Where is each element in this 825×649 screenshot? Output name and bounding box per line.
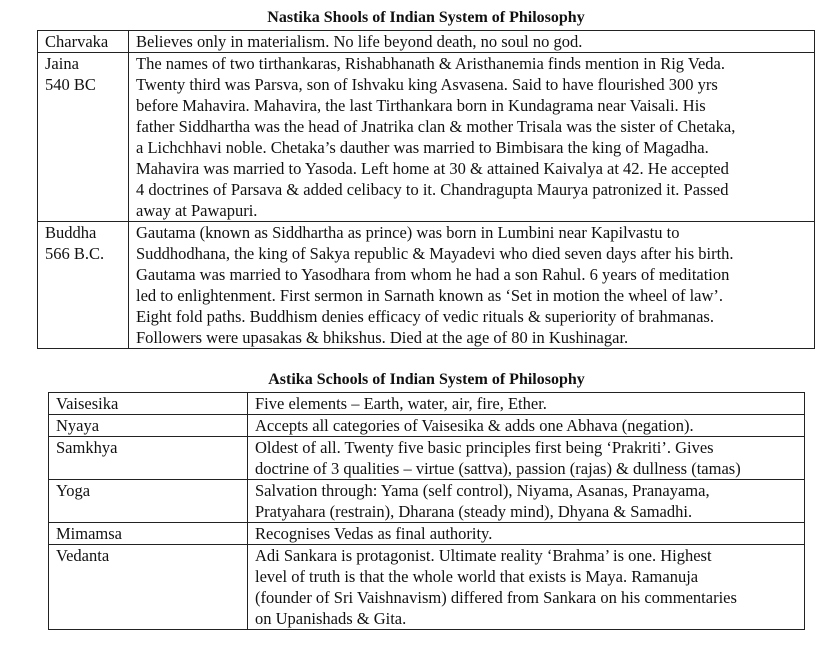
table-row: Jaina 540 BC The names of two tirthankaras… xyxy=(37,52,815,222)
description-line: Recognises Vedas as final authority. xyxy=(255,524,493,543)
school-name-line: Mimamsa xyxy=(56,524,122,543)
school-name-line: Yoga xyxy=(56,481,91,500)
school-name-cell: Nyaya xyxy=(48,414,248,437)
description-line: led to enlightenment. First sermon in Sa… xyxy=(136,286,724,305)
description-line: a Lichchhavi noble. Chetaka’s dauther wa… xyxy=(136,138,709,157)
description-line: Believes only in materialism. No life be… xyxy=(136,32,583,51)
description-cell: Five elements – Earth, water, air, fire,… xyxy=(247,392,805,415)
school-name-line: Jaina xyxy=(45,54,79,73)
description-line: Accepts all categories of Vaisesika & ad… xyxy=(255,416,694,435)
description-line: before Mahavira. Mahavira, the last Tirt… xyxy=(136,96,706,115)
description-cell: Salvation through: Yama (self control), … xyxy=(247,479,805,523)
description-cell: Oldest of all. Twenty five basic princip… xyxy=(247,436,805,480)
description-line: Adi Sankara is protagonist. Ultimate rea… xyxy=(255,546,712,565)
description-line: Mahavira was married to Yasoda. Left hom… xyxy=(136,159,729,178)
school-name-cell: Samkhya xyxy=(48,436,248,480)
table-row: Vedanta Adi Sankara is protagonist. Ultim… xyxy=(48,544,805,630)
school-name-line: Nyaya xyxy=(56,416,100,435)
description-line: doctrine of 3 qualities – virtue (sattva… xyxy=(255,459,741,478)
description-line: Salvation through: Yama (self control), … xyxy=(255,481,710,500)
school-name-cell: Charvaka xyxy=(37,30,129,53)
description-cell: Adi Sankara is protagonist. Ultimate rea… xyxy=(247,544,805,630)
description-cell: The names of two tirthankaras, Rishabhan… xyxy=(128,52,815,222)
description-line: on Upanishads & Gita. xyxy=(255,609,407,628)
school-name-cell: Mimamsa xyxy=(48,522,248,545)
description-line: away at Pawapuri. xyxy=(136,201,258,220)
description-cell: Gautama (known as Siddhartha as prince) … xyxy=(128,221,815,349)
table-row: Yoga Salvation through: Yama (self contro… xyxy=(48,479,805,523)
description-line: father Siddhartha was the head of Jnatri… xyxy=(136,117,736,136)
nastika-table: Charvaka Believes only in materialism. No… xyxy=(37,30,815,349)
school-name-cell: Yoga xyxy=(48,479,248,523)
description-line: Eight fold paths. Buddhism denies effica… xyxy=(136,307,714,326)
school-name-line: 540 BC xyxy=(45,75,96,94)
table-row: Buddha 566 B.C. Gautama (known as Siddhart… xyxy=(37,221,815,349)
description-line: (founder of Sri Vaishnavism) differed fr… xyxy=(255,588,737,607)
school-name-cell: Vaisesika xyxy=(48,392,248,415)
description-line: 4 doctrines of Parsava & added celibacy … xyxy=(136,180,729,199)
school-name-cell: Vedanta xyxy=(48,544,248,630)
description-line: Suddhodhana, the king of Sakya republic … xyxy=(136,244,734,263)
school-name-line: 566 B.C. xyxy=(45,244,105,263)
description-line: level of truth is that the whole world t… xyxy=(255,567,699,586)
description-cell: Accepts all categories of Vaisesika & ad… xyxy=(247,414,805,437)
school-name-cell: Jaina 540 BC xyxy=(37,52,129,222)
astika-title: Astika Schools of Indian System of Philo… xyxy=(268,371,585,388)
description-line: The names of two tirthankaras, Rishabhan… xyxy=(136,54,725,73)
description-line: Pratyahara (restrain), Dharana (steady m… xyxy=(255,502,693,521)
nastika-title: Nastika Shools of Indian System of Philo… xyxy=(267,9,585,26)
description-line: Five elements – Earth, water, air, fire,… xyxy=(255,394,547,413)
table-row: Charvaka Believes only in materialism. No… xyxy=(37,30,815,53)
school-name-line: Samkhya xyxy=(56,438,118,457)
description-cell: Recognises Vedas as final authority. xyxy=(247,522,805,545)
table-row: Samkhya Oldest of all. Twenty five basic … xyxy=(48,436,805,480)
description-line: Followers were upasakas & bhikshus. Died… xyxy=(136,328,629,347)
description-line: Twenty third was Parsva, son of Ishvaku … xyxy=(136,75,718,94)
description-line: Oldest of all. Twenty five basic princip… xyxy=(255,438,714,457)
astika-table: Vaisesika Five elements – Earth, water, a… xyxy=(48,392,805,630)
table-row: Nyaya Accepts all categories of Vaisesika… xyxy=(48,414,805,437)
school-name-line: Vedanta xyxy=(56,546,110,565)
description-line: Gautama (known as Siddhartha as prince) … xyxy=(136,223,680,242)
description-cell: Believes only in materialism. No life be… xyxy=(128,30,815,53)
table-row: Mimamsa Recognises Vedas as final authori… xyxy=(48,522,805,545)
school-name-cell: Buddha 566 B.C. xyxy=(37,221,129,349)
table-row: Vaisesika Five elements – Earth, water, a… xyxy=(48,392,805,415)
description-line: Gautama was married to Yasodhara from wh… xyxy=(136,265,730,284)
school-name-line: Charvaka xyxy=(45,32,109,51)
school-name-line: Vaisesika xyxy=(56,394,119,413)
school-name-line: Buddha xyxy=(45,223,97,242)
